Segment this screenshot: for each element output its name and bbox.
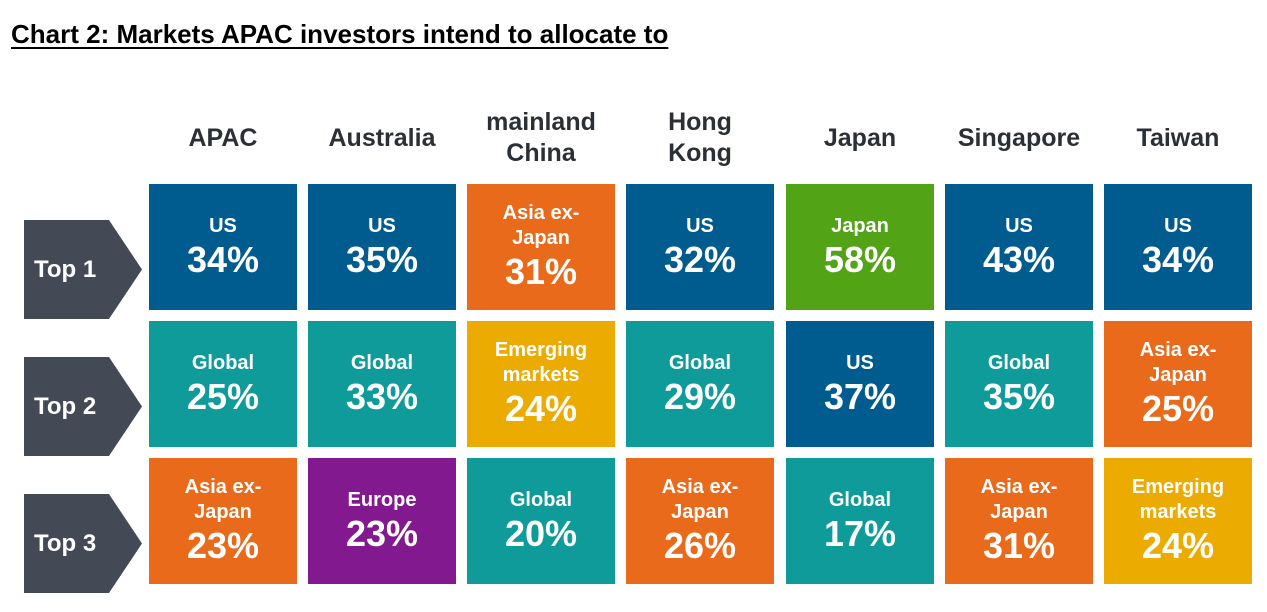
market-name: Asia ex- Japan (1139, 339, 1217, 386)
market-name: US (209, 214, 237, 237)
row-label-arrow: Top 1 (24, 220, 142, 319)
column-header: Singapore (957, 123, 1081, 152)
column-header: Australia (328, 123, 436, 152)
market-name: Emerging markets (1131, 476, 1225, 523)
allocation-cell: Asia ex- Japan 31% (945, 458, 1093, 584)
allocation-percent: 29% (663, 375, 737, 417)
allocation-percent: 26% (663, 525, 737, 566)
allocation-percent: 34% (1141, 238, 1215, 280)
market-name: Europe (347, 488, 417, 511)
allocation-cell: Global 20% (467, 458, 615, 584)
market-name: Asia ex- Japan (661, 476, 739, 523)
market-name: US (686, 214, 714, 237)
market-name: Asia ex- Japan (502, 202, 580, 249)
allocation-cell: Europe 23% (308, 458, 456, 584)
allocation-percent: 35% (345, 238, 419, 280)
allocation-percent: 23% (186, 525, 260, 566)
allocation-cell: Asia ex- Japan 25% (1104, 321, 1252, 447)
allocation-percent: 20% (504, 512, 578, 554)
row-label-arrow: Top 2 (24, 357, 142, 456)
allocation-cell: US 43% (945, 184, 1093, 310)
allocation-percent: 35% (982, 375, 1056, 417)
allocation-cell: Asia ex- Japan 23% (149, 458, 297, 584)
allocation-percent: 31% (982, 525, 1056, 566)
market-name: Global (828, 488, 892, 511)
allocation-cell: Asia ex- Japan 26% (626, 458, 774, 584)
allocation-percent: 58% (823, 238, 897, 280)
allocation-percent: 17% (823, 512, 897, 554)
allocation-cell: US 34% (149, 184, 297, 310)
allocation-percent: 25% (186, 375, 260, 417)
allocation-cell: Emerging markets 24% (1104, 458, 1252, 584)
allocation-percent: 32% (663, 238, 737, 280)
market-name: Global (509, 488, 573, 511)
allocation-percent: 23% (345, 512, 419, 554)
column-header: Japan (823, 123, 897, 152)
allocation-cell: Global 33% (308, 321, 456, 447)
allocation-cell: Asia ex- Japan 31% (467, 184, 615, 310)
allocation-cell: Global 29% (626, 321, 774, 447)
allocation-cell: Global 25% (149, 321, 297, 447)
allocation-cell: Emerging markets 24% (467, 321, 615, 447)
allocation-percent: 43% (982, 238, 1056, 280)
allocation-percent: 24% (1141, 525, 1215, 566)
market-name: Asia ex- Japan (980, 476, 1058, 523)
allocation-percent: 25% (1141, 388, 1215, 429)
market-name: US (1164, 214, 1192, 237)
column-header: mainland China (486, 108, 596, 167)
row-label-text: Top 2 (34, 392, 97, 420)
allocation-percent: 33% (345, 375, 419, 417)
allocation-percent: 24% (504, 388, 578, 429)
allocation-percent: 37% (823, 375, 897, 417)
allocation-cell: Global 17% (786, 458, 934, 584)
market-name: Asia ex- Japan (184, 476, 262, 523)
market-name: Japan (831, 214, 889, 237)
allocation-percent: 31% (504, 251, 578, 292)
row-label-text: Top 1 (34, 255, 97, 283)
market-name: Global (191, 351, 255, 374)
market-name: Global (987, 351, 1051, 374)
allocation-cell: US 32% (626, 184, 774, 310)
market-name: US (1005, 214, 1033, 237)
allocation-percent: 34% (186, 238, 260, 280)
allocation-cell: Global 35% (945, 321, 1093, 447)
row-label-text: Top 3 (34, 529, 97, 557)
row-label-arrow: Top 3 (24, 494, 142, 593)
market-name: Global (668, 351, 732, 374)
allocation-cell: US 35% (308, 184, 456, 310)
column-header: Hong Kong (668, 108, 732, 167)
market-name: Emerging markets (494, 339, 588, 386)
allocation-cell: Japan 58% (786, 184, 934, 310)
column-header: APAC (188, 123, 258, 152)
column-header: Taiwan (1136, 123, 1220, 152)
market-name: US (368, 214, 396, 237)
chart-title: Chart 2: Markets APAC investors intend t… (11, 19, 669, 49)
market-name: Global (350, 351, 414, 374)
allocation-cell: US 34% (1104, 184, 1252, 310)
market-name: US (846, 351, 874, 374)
allocation-cell: US 37% (786, 321, 934, 447)
